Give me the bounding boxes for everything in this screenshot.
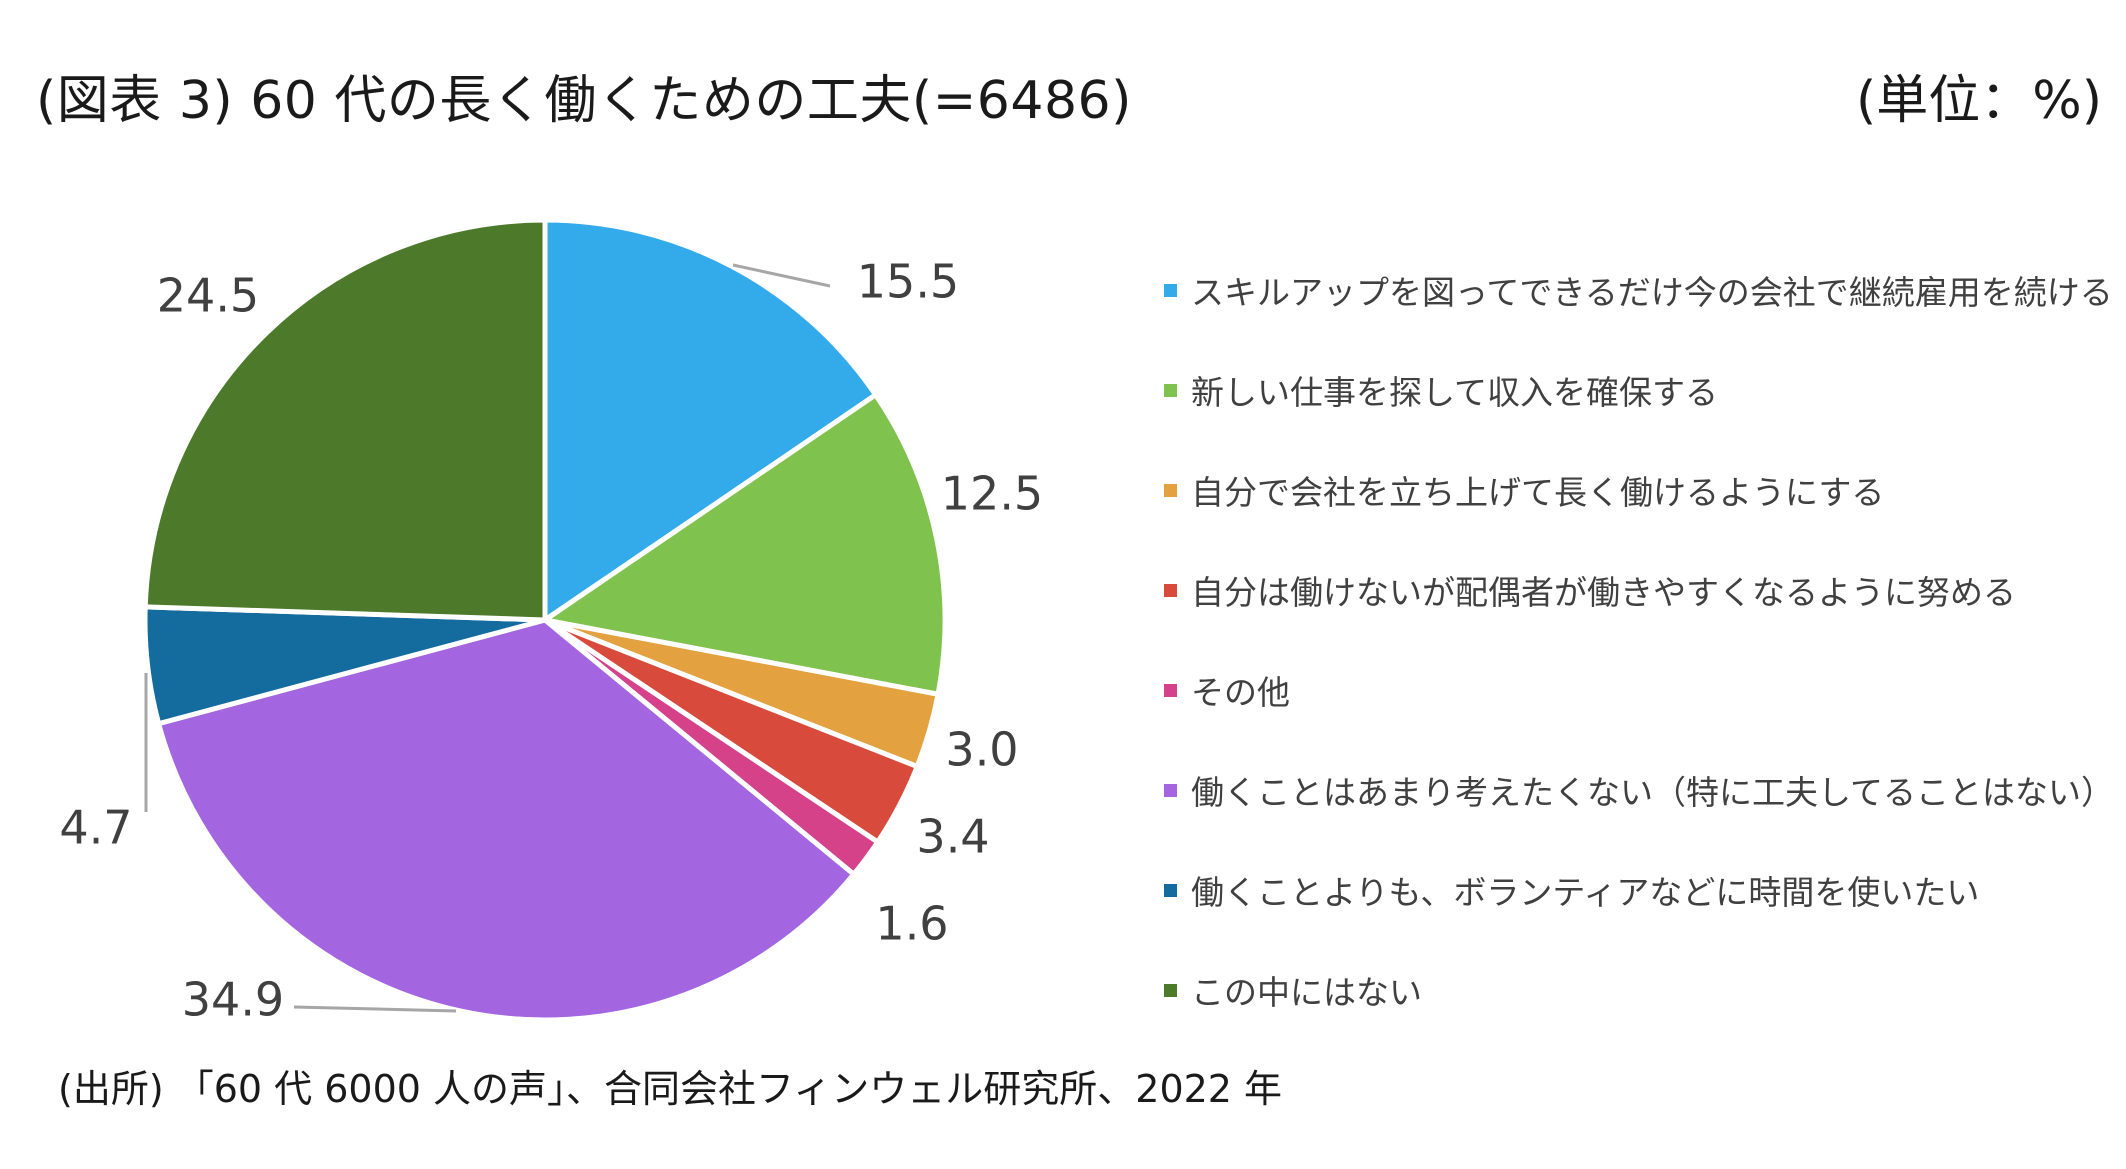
value-label-3: 3.0	[945, 723, 1018, 777]
legend-item-1: スキルアップを図ってできるだけ今の会社で継続雇用を続ける	[1164, 240, 2114, 340]
legend-label: 自分は働けないが配偶者が働きやすくなるように努める	[1191, 573, 2016, 612]
legend-swatch	[1164, 483, 1177, 497]
legend-label: 新しい仕事を探して収入を確保する	[1191, 373, 1719, 412]
legend-swatch	[1164, 383, 1177, 397]
pie-slice-8	[142, 217, 548, 623]
legend-item-4: 自分は働けないが配偶者が働きやすくなるように努める	[1164, 540, 2114, 640]
value-labels: 15.5 12.5 3.0 3.4 1.6 34.9 4.7 24.5	[59, 255, 1043, 1027]
leader-lines	[144, 263, 831, 1013]
pie-slice-1	[542, 217, 879, 623]
value-label-5: 1.6	[875, 897, 948, 951]
unit-label: (単位：%)	[1856, 71, 2102, 131]
legend-item-7: 働くことよりも、ボランティアなどに時間を使いたい	[1164, 840, 2114, 940]
legend-label: 働くことよりも、ボランティアなどに時間を使いたい	[1191, 873, 1980, 912]
value-label-1: 15.5	[857, 255, 959, 309]
legend-label: その他	[1191, 673, 1290, 712]
legend-swatch	[1164, 783, 1177, 797]
value-label-2: 12.5	[941, 467, 1043, 521]
legend-label: 自分で会社を立ち上げて長く働けるようにする	[1191, 473, 1885, 512]
pie-slice-6	[156, 617, 857, 1023]
value-label-8: 24.5	[157, 269, 259, 323]
legend-swatch	[1164, 583, 1177, 597]
pie-slice-2	[542, 392, 948, 697]
leader-line-1	[732, 263, 831, 288]
value-label-6: 34.9	[182, 973, 284, 1027]
pie-slices	[142, 217, 948, 1023]
chart-title: (図表 3) 60 代の長く働くための工夫(=6486)	[36, 71, 1132, 131]
legend-item-5: その他	[1164, 640, 2114, 740]
legend-label: スキルアップを図ってできるだけ今の会社で継続雇用を続ける	[1191, 273, 2113, 312]
legend-item-2: 新しい仕事を探して収入を確保する	[1164, 340, 2114, 440]
legend-swatch	[1164, 283, 1177, 297]
legend-label: この中にはない	[1191, 973, 1422, 1012]
legend-swatch	[1164, 683, 1177, 697]
value-label-7: 4.7	[59, 801, 132, 855]
legend-item-6: 働くことはあまり考えたくない（特に工夫してることはない）	[1164, 740, 2114, 840]
leader-line-6	[293, 1005, 457, 1013]
legend-swatch	[1164, 983, 1177, 997]
legend: スキルアップを図ってできるだけ今の会社で継続雇用を続ける 新しい仕事を探して収入を…	[1164, 240, 2114, 1040]
legend-swatch	[1164, 883, 1177, 897]
pie-chart: 15.5 12.5 3.0 3.4 1.6 34.9 4.7 24.5	[59, 217, 1043, 1027]
legend-item-3: 自分で会社を立ち上げて長く働けるようにする	[1164, 440, 2114, 540]
legend-item-8: この中にはない	[1164, 940, 2114, 1040]
value-label-4: 3.4	[916, 810, 989, 864]
source-note: (出所) 「60 代 6000 人の声」、合同会社フィンウェル研究所、2022 …	[58, 1067, 1283, 1111]
legend-label: 働くことはあまり考えたくない（特に工夫してることはない）	[1191, 773, 2115, 812]
